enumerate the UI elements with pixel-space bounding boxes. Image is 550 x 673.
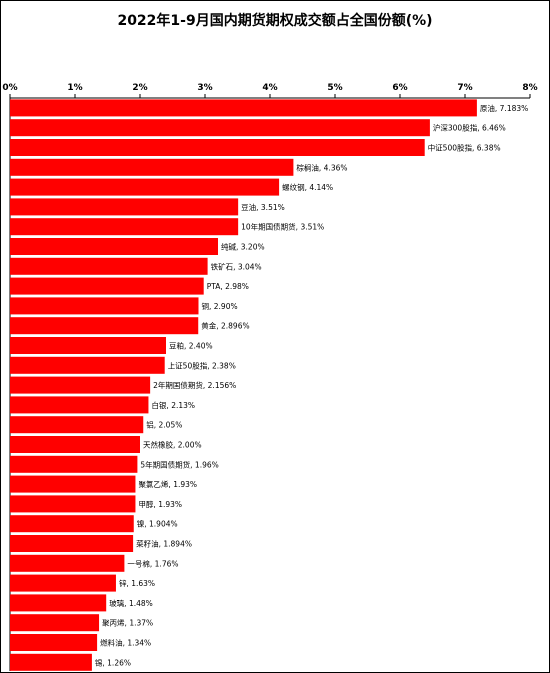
data-label: 铜, 2.90% <box>202 301 238 311</box>
x-tick-label: 5% <box>327 83 342 93</box>
x-tick-label: 3% <box>197 83 212 93</box>
bar <box>10 297 199 315</box>
bar <box>10 218 239 236</box>
data-label: 原油, 7.183% <box>480 103 528 113</box>
data-label: 中证500股指, 6.38% <box>428 143 501 153</box>
data-label: 2年期国债期货, 2.156% <box>153 380 236 390</box>
data-label: 聚丙烯, 1.37% <box>102 618 153 628</box>
bar <box>10 455 138 473</box>
x-tick-label: 2% <box>132 83 147 93</box>
bar <box>10 574 116 592</box>
data-label: 沪深300股指, 6.46% <box>433 123 506 133</box>
bar <box>10 515 134 533</box>
x-tick-label: 0% <box>2 83 17 93</box>
x-tick-label: 1% <box>67 83 82 93</box>
bar <box>10 277 204 295</box>
data-label: 10年期国债期货, 3.51% <box>241 222 324 232</box>
bar <box>10 317 199 335</box>
x-tick-label: 6% <box>392 83 407 93</box>
bar <box>10 594 107 612</box>
bar <box>10 554 125 572</box>
data-label: 螺纹钢, 4.14% <box>282 182 333 192</box>
bar <box>10 198 239 216</box>
x-tick-label: 4% <box>262 83 277 93</box>
data-label: 5年期国债期货, 1.96% <box>140 459 218 469</box>
data-label: 上证50股指, 2.38% <box>168 360 236 370</box>
data-label: 豆油, 3.51% <box>241 202 285 212</box>
bar <box>10 416 144 434</box>
bar <box>10 436 140 453</box>
data-label: 铝, 2.05% <box>146 420 182 430</box>
bar <box>10 139 425 156</box>
bar <box>10 238 218 255</box>
data-label: 纯碱, 3.20% <box>221 242 265 252</box>
bar <box>10 257 208 275</box>
bar <box>10 634 98 651</box>
bar <box>10 178 280 196</box>
data-label: 聚氯乙烯, 1.93% <box>138 479 197 489</box>
data-label: 一号棉, 1.76% <box>127 558 178 568</box>
bar <box>10 376 151 394</box>
data-label: 天然橡胶, 2.00% <box>143 440 202 450</box>
data-label: 棕榈油, 4.36% <box>296 162 347 172</box>
data-label: 锡, 1.26% <box>95 658 131 667</box>
bar <box>10 337 166 354</box>
data-label: 白银, 2.13% <box>151 400 195 410</box>
x-tick-label: 7% <box>457 83 472 93</box>
bar <box>10 356 165 374</box>
data-label: PTA, 2.98% <box>207 282 249 291</box>
bar <box>10 396 149 414</box>
bar <box>10 653 92 671</box>
data-label: 镍, 1.904% <box>137 519 178 529</box>
bar <box>10 535 134 552</box>
x-tick-label: 8% <box>522 83 537 93</box>
data-label: 甲醇, 1.93% <box>138 499 182 509</box>
bar <box>10 475 136 493</box>
data-label: 铁矿石, 3.04% <box>211 261 262 271</box>
data-label: 锌, 1.63% <box>119 578 155 588</box>
bar <box>10 495 136 513</box>
data-label: 燃料油, 1.34% <box>100 638 151 648</box>
data-label: 黄金, 2.896% <box>201 321 249 331</box>
bar <box>10 99 477 117</box>
chart-title: 2022年1-9月国内期货期权成交额占全国份额(%) <box>117 13 433 29</box>
data-label: 玻璃, 1.48% <box>109 598 153 608</box>
bar <box>10 614 100 632</box>
bar <box>10 119 430 137</box>
bar <box>10 158 294 176</box>
data-label: 菜籽油, 1.894% <box>136 539 192 549</box>
data-label: 豆粕, 2.40% <box>169 341 213 351</box>
